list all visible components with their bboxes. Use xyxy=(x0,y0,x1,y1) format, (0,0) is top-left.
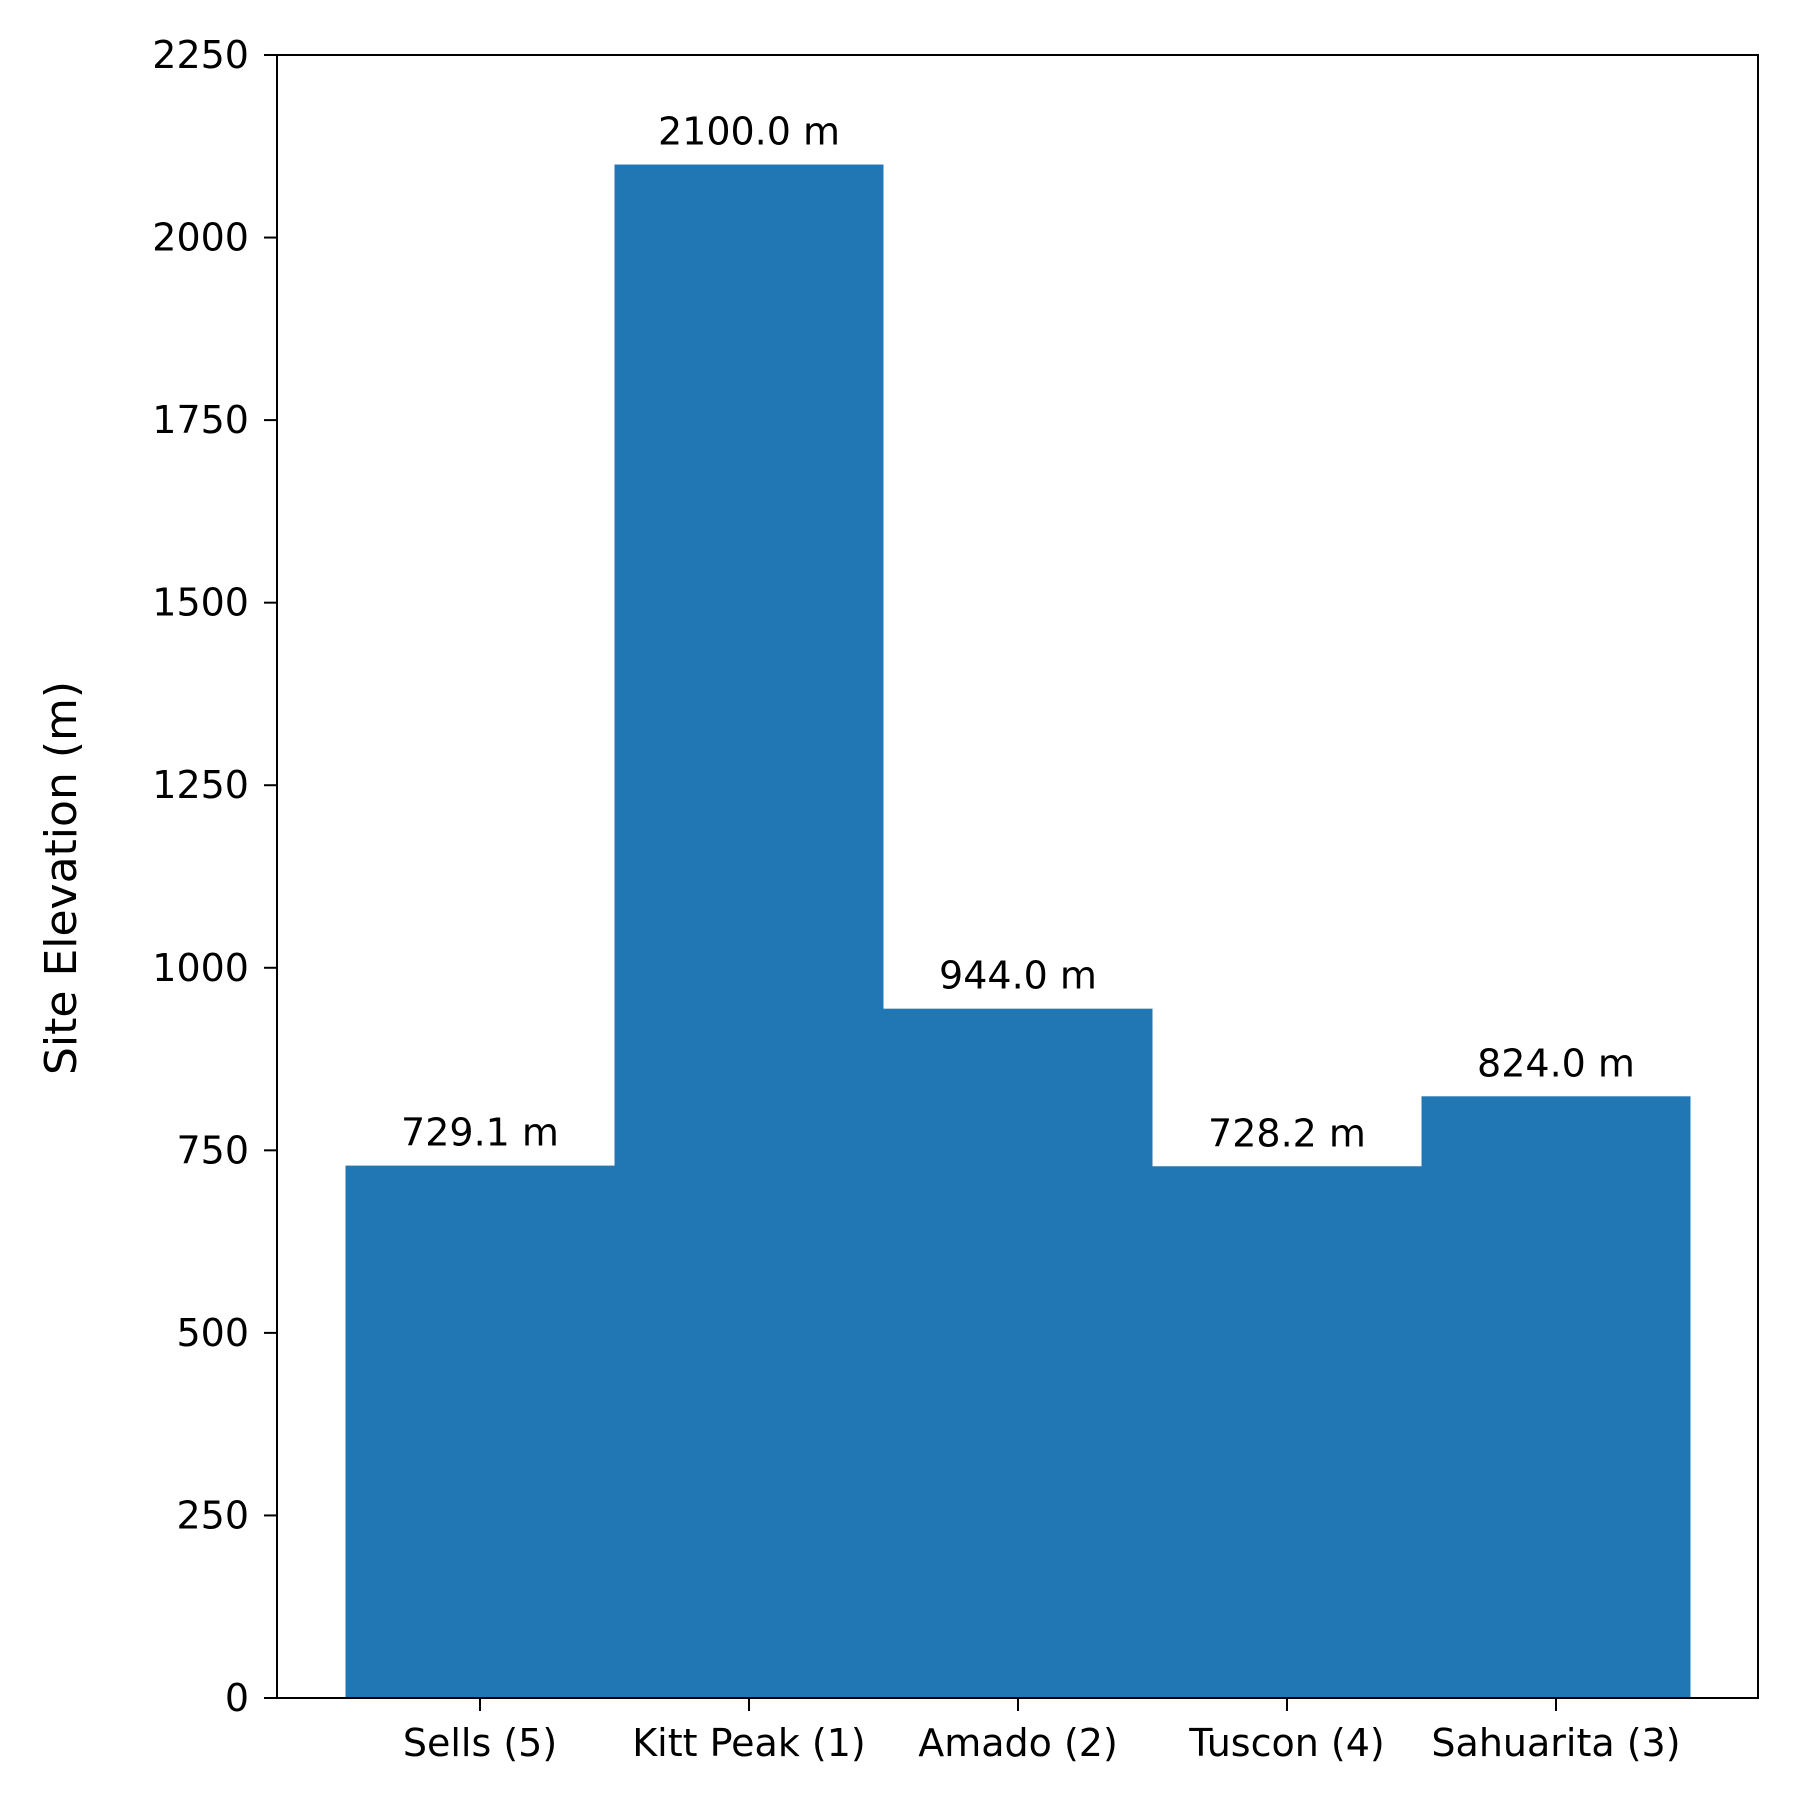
data-label-2: 2100.0 m xyxy=(658,110,840,154)
bar-5 xyxy=(1421,1096,1691,1698)
bars-layer xyxy=(345,164,1691,1699)
y-tick-label-3: 750 xyxy=(176,1128,249,1172)
bar-3 xyxy=(883,1008,1153,1698)
x-tick-label-1: Sells (5) xyxy=(403,1721,557,1765)
y-tick-label-4: 1000 xyxy=(152,946,249,990)
y-tick-label-6: 1500 xyxy=(152,581,249,625)
x-tick-label-2: Kitt Peak (1) xyxy=(632,1721,866,1765)
y-tick-label-1: 250 xyxy=(176,1493,249,1537)
data-label-4: 728.2 m xyxy=(1208,1111,1366,1155)
y-tick-label-9: 2250 xyxy=(152,33,249,77)
x-tick-label-3: Amado (2) xyxy=(918,1721,1118,1765)
y-tick-label-7: 1750 xyxy=(152,398,249,442)
y-tick-label-2: 500 xyxy=(176,1311,249,1355)
axes-layer: 0 250 500 750 1000 1250 1500 1750 2000 2250 Sells … xyxy=(152,33,1759,1765)
x-tick-label-5: Sahuarita (3) xyxy=(1431,1721,1680,1765)
bar-1 xyxy=(345,1165,615,1698)
y-tick-label-8: 2000 xyxy=(152,216,249,260)
y-tick-label-0: 0 xyxy=(225,1676,249,1720)
data-label-1: 729.1 m xyxy=(401,1111,559,1155)
data-label-3: 944.0 m xyxy=(939,954,1097,998)
y-tick-label-5: 1250 xyxy=(152,763,249,807)
data-labels-layer: 729.1 m 2100.0 m 944.0 m 728.2 m 824.0 m xyxy=(401,110,1635,1156)
bar-4 xyxy=(1152,1166,1422,1698)
x-tick-label-4: Tuscon (4) xyxy=(1188,1721,1384,1765)
data-label-5: 824.0 m xyxy=(1477,1041,1635,1085)
bar-2 xyxy=(614,164,884,1699)
y-axis-label: Site Elevation (m) xyxy=(36,681,87,1075)
